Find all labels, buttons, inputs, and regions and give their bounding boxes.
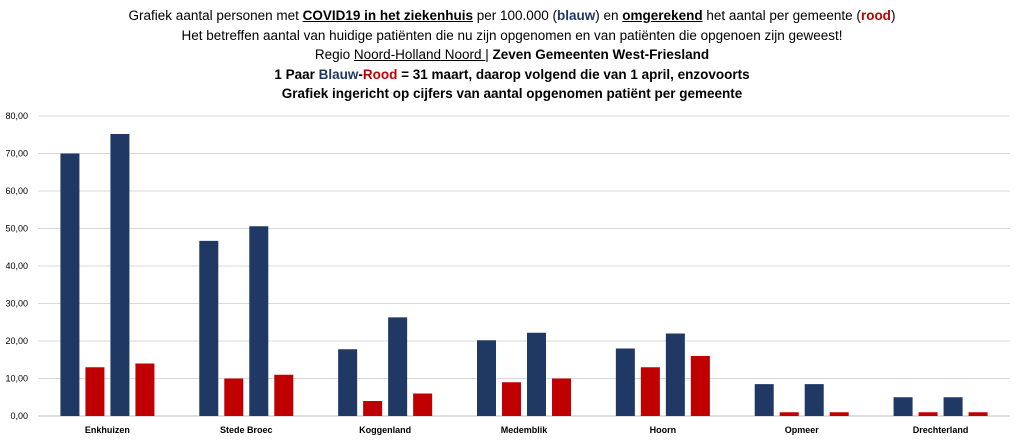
y-tick-label: 20,00 xyxy=(5,336,28,346)
title-line-1: Grafiek aantal personen met COVID19 in h… xyxy=(0,6,1024,26)
y-tick-label: 40,00 xyxy=(5,261,28,271)
y-tick-label: 30,00 xyxy=(5,299,28,309)
y-tick-label: 80,00 xyxy=(5,111,28,121)
title-emphasis: COVID19 in het ziekenhuis xyxy=(302,8,473,23)
title-text: Regio xyxy=(314,47,354,62)
bar xyxy=(968,412,988,416)
title-line-4: 1 Paar Blauw-Rood = 31 maart, daarop vol… xyxy=(0,65,1024,85)
title-red-word: Rood xyxy=(362,66,398,82)
x-category-label: Koggenland xyxy=(359,425,411,435)
bar xyxy=(893,397,913,416)
bar xyxy=(804,384,824,416)
y-tick-label: 70,00 xyxy=(5,149,28,159)
y-axis-ticks: 0,00 10,00 20,00 30,00 40,00 50,00 60,00 70,00 8… xyxy=(5,111,28,421)
title-text: 1 Paar xyxy=(274,66,319,82)
bar xyxy=(413,393,433,416)
bar xyxy=(338,349,358,416)
bar xyxy=(224,378,244,416)
bar xyxy=(274,374,294,416)
bar xyxy=(552,378,571,416)
x-category-label: Enkhuizen xyxy=(85,425,130,435)
title-blue-word: blauw xyxy=(557,8,596,23)
title-text: = 31 maart, daarop volgend die van 1 apr… xyxy=(397,66,750,82)
bar xyxy=(754,384,774,416)
y-tick-label: 50,00 xyxy=(5,224,28,234)
title-line-5: Grafiek ingericht op cijfers van aantal … xyxy=(281,86,743,101)
title-blue-word: Blauw xyxy=(318,66,359,82)
bar xyxy=(640,367,660,416)
title-text: ) en xyxy=(595,8,623,23)
x-category-label: Opmeer xyxy=(785,425,820,435)
bar xyxy=(135,363,155,416)
bar xyxy=(60,153,80,416)
bar xyxy=(665,333,685,416)
x-axis-labels: Enkhuizen Stede Broec Koggenland Medemblik H… xyxy=(85,425,968,435)
title-emphasis: omgerekend xyxy=(622,8,703,23)
bar xyxy=(388,317,408,416)
bar xyxy=(199,240,219,416)
bar xyxy=(502,382,521,416)
subregion-name: Zeven Gemeenten West-Friesland xyxy=(492,47,710,62)
bar xyxy=(943,397,963,416)
title-text: per 100.000 ( xyxy=(472,8,558,23)
bar xyxy=(918,412,938,416)
chart-title: Grafiek aantal personen met COVID19 in h… xyxy=(0,6,1024,104)
title-line-3: Regio Noord-Holland Noord | Zeven Gemeen… xyxy=(0,45,1024,65)
bar xyxy=(829,412,849,416)
bars xyxy=(60,134,988,416)
bar xyxy=(690,356,710,416)
bar xyxy=(615,348,635,416)
bar xyxy=(249,226,269,416)
region-name: Noord-Holland Noord xyxy=(353,47,486,62)
x-category-label: Drechterland xyxy=(913,425,969,435)
x-category-label: Medemblik xyxy=(501,425,549,435)
bar xyxy=(110,134,130,416)
y-tick-label: 0,00 xyxy=(10,411,28,421)
title-text: - xyxy=(358,66,363,82)
gridlines xyxy=(38,115,1010,417)
y-tick-label: 60,00 xyxy=(5,186,28,196)
title-red-word: rood xyxy=(860,8,891,23)
x-category-label: Hoorn xyxy=(650,425,677,435)
bar xyxy=(363,401,383,416)
title-line-2: Het betreffen aantal van huidige patiënt… xyxy=(181,27,843,43)
title-text: Grafiek aantal personen met xyxy=(128,8,303,23)
bar xyxy=(477,340,496,416)
bar xyxy=(779,412,799,416)
bar xyxy=(527,332,546,416)
title-separator: | xyxy=(485,47,493,62)
title-text: het aantal per gemeente ( xyxy=(702,8,861,23)
title-text: ) xyxy=(890,8,896,23)
bar xyxy=(85,367,105,416)
x-category-label: Stede Broec xyxy=(220,425,273,435)
y-tick-label: 10,00 xyxy=(5,374,28,384)
